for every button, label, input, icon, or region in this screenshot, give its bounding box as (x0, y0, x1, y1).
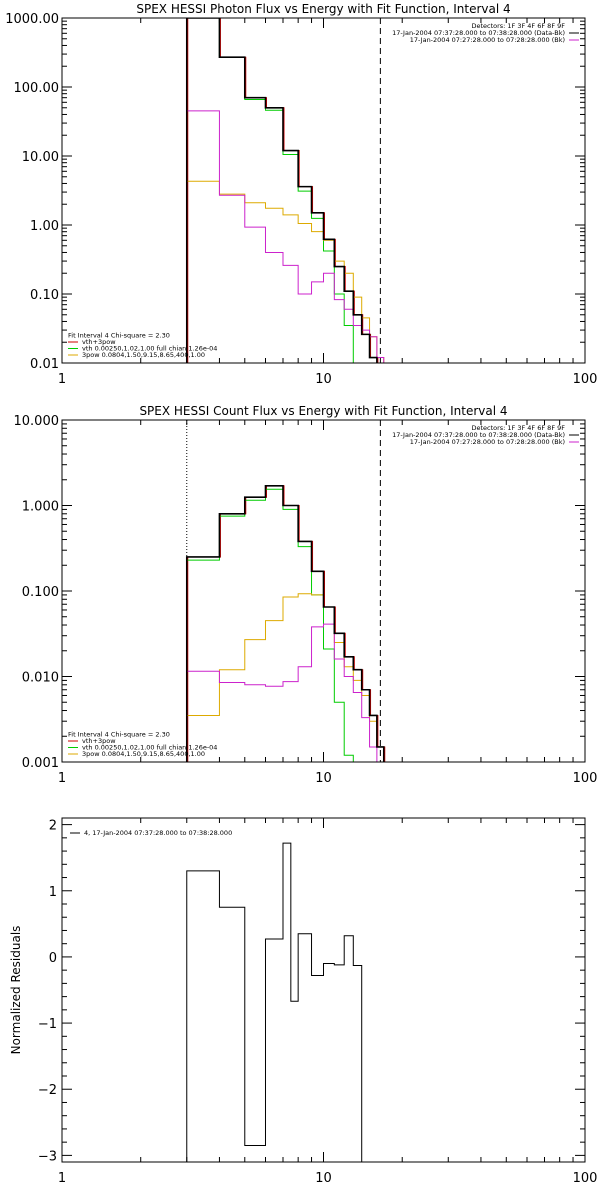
legend-text: Fit Interval 4 Chi-square = 2.30 (68, 731, 170, 739)
legend-text: Detectors: 1F 3F 4F 6F 8F 9F (471, 424, 565, 432)
series-vth-3pow (187, 18, 398, 363)
series-group (185, 18, 398, 363)
y-tick-label: 2 (49, 819, 57, 834)
legend-text: 17-Jan-2004 07:37:28.000 to 07:38:28.000… (392, 431, 565, 439)
series-vth (186, 18, 397, 363)
legend-text: 4, 17-Jan-2004 07:37:28.000 to 07:38:28.… (84, 829, 232, 837)
legend-top-left: 4, 17-Jan-2004 07:37:28.000 to 07:38:28.… (70, 829, 232, 837)
y-tick-label: 1 (49, 885, 57, 900)
plot-frame (61, 17, 586, 364)
y-tick-label: 1.00 (30, 219, 59, 234)
series-3pow (186, 593, 397, 762)
legend-bottom-left: Fit Interval 4 Chi-square = 2.30vth+3pow… (68, 332, 217, 359)
y-tick-label: 0.010 (22, 671, 59, 686)
x-tick-label: 10 (315, 1171, 332, 1186)
y-tick-label: 10.00 (22, 150, 59, 165)
y-tick-label: −1 (38, 1017, 57, 1032)
series-bk (186, 110, 397, 363)
legend-text: vth+3pow (82, 338, 116, 346)
legend-text: vth 0.00250,1.02,1.00 full chian 1.26e-0… (82, 744, 217, 752)
y-tick-label: 0.100 (22, 585, 59, 600)
x-tick-label: 10 (315, 771, 332, 786)
legend-text: 17-Jan-2004 07:27:28.000 to 07:28:28.000… (410, 36, 565, 44)
y-tick-label: 100.00 (14, 81, 60, 96)
series-data (185, 484, 398, 762)
legend-top-right: Detectors: 1F 3F 4F 6F 8F 9F17-Jan-2004 … (392, 22, 579, 44)
legend-text: 3pow 0.0804,1.50,9.15,8.65,400,1.00 (82, 351, 205, 359)
y-axis-label: Normalized Residuals (9, 926, 23, 1055)
y-tick-label: −3 (38, 1149, 57, 1164)
y-tick-label: 10.000 (14, 414, 60, 429)
x-tick-label: 1 (58, 372, 66, 387)
chart-title: SPEX HESSI Count Flux vs Energy with Fit… (139, 404, 507, 418)
y-tick-label: 0 (49, 951, 57, 966)
x-tick-label: 10 (315, 372, 332, 387)
y-tick-label: 0.01 (30, 357, 59, 372)
legend-text: 3pow 0.0804,1.50,9.15,8.65,400,1.00 (82, 750, 205, 758)
series-bk (186, 623, 397, 762)
series-residuals (186, 842, 363, 1162)
series-group (185, 484, 398, 762)
legend-top-right: Detectors: 1F 3F 4F 6F 8F 9F17-Jan-2004 … (392, 424, 579, 446)
x-tick-label: 1 (58, 771, 66, 786)
chart-title: SPEX HESSI Photon Flux vs Energy with Fi… (136, 2, 510, 16)
x-tick-label: 100 (573, 1171, 598, 1186)
legend-text: vth+3pow (82, 737, 116, 745)
legend-text: vth 0.00250,1.02,1.00 full chian 1.26e-0… (82, 345, 217, 353)
legend-text: Detectors: 1F 3F 4F 6F 8F 9F (471, 22, 565, 30)
x-tick-label: 100 (573, 372, 598, 387)
series-group (186, 842, 363, 1162)
plot-frame (61, 419, 586, 763)
series-data (185, 18, 398, 363)
legend-text: Fit Interval 4 Chi-square = 2.30 (68, 332, 170, 340)
panel-photon: SPEX HESSI Photon Flux vs Energy with Fi… (5, 2, 597, 387)
y-tick-label: 0.10 (30, 288, 59, 303)
legend-bottom-left: Fit Interval 4 Chi-square = 2.30vth+3pow… (68, 731, 217, 758)
legend-text: 17-Jan-2004 07:27:28.000 to 07:28:28.000… (410, 438, 565, 446)
y-tick-label: −2 (38, 1083, 57, 1098)
series-vth (186, 488, 397, 762)
legend-text: 17-Jan-2004 07:37:28.000 to 07:38:28.000… (392, 29, 565, 37)
x-tick-label: 100 (573, 771, 598, 786)
y-tick-label: 0.001 (22, 756, 59, 771)
y-tick-label: 1000.00 (5, 12, 59, 27)
plot-frame (61, 817, 586, 1163)
series-3pow (186, 180, 397, 363)
x-tick-label: 1 (58, 1171, 66, 1186)
y-tick-label: 1.000 (22, 500, 59, 515)
panel-count: SPEX HESSI Count Flux vs Energy with Fit… (14, 404, 598, 786)
